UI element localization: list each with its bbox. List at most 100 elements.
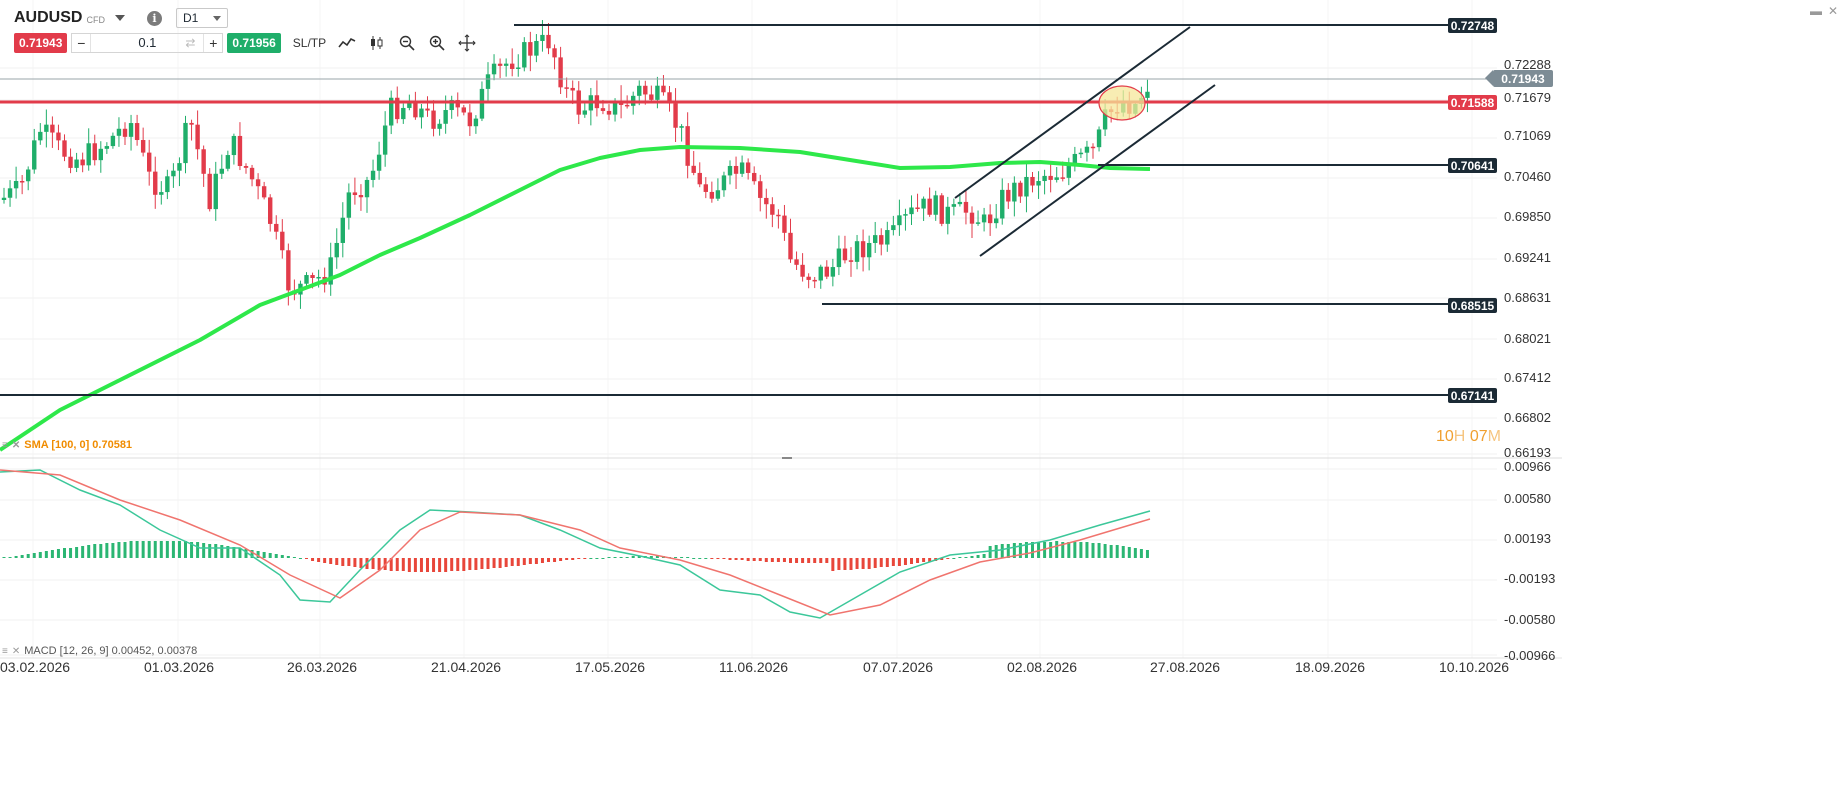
candle-body [159,192,164,195]
symbol-dropdown-chevron-down-icon[interactable] [114,15,125,21]
candle-body [776,214,781,217]
macd-histogram-bar [56,549,60,558]
sl-tp-button[interactable]: SL/TP [292,36,327,50]
candle-body [195,124,200,150]
candle-body [32,140,37,170]
candle-body [183,122,188,164]
candle-body [994,218,999,224]
candle-body [770,204,775,215]
candle-body [655,85,660,100]
macd-histogram-bar [710,558,714,559]
macd-histogram-bar [389,558,393,571]
candle-body [715,190,721,199]
candle-body [261,186,267,198]
candle-body [909,207,914,215]
candle-body [328,257,333,285]
info-icon[interactable]: i [146,10,162,26]
candle-body [268,197,273,224]
x-axis-label: 26.03.2026 [287,659,358,675]
candle-body [128,123,134,137]
zoom-out-icon[interactable] [398,34,416,52]
macd-histogram-bar [776,558,780,562]
candle-body [171,170,176,177]
candle-body [721,175,727,191]
candle-body [280,231,285,251]
close-icon[interactable]: ✕ [11,439,21,451]
symbol-name[interactable]: AUDUSD [14,9,83,26]
candle-body [147,152,152,172]
settings-icon[interactable]: ≡ [2,645,8,657]
candle-body [80,159,85,166]
y-axis-label: 0.69850 [1504,209,1551,224]
macd-histogram-bar [916,558,920,563]
crosshair-move-icon[interactable] [458,34,476,52]
candlestick-icon[interactable] [368,34,386,52]
buy-price-button[interactable]: 0.71956 [227,33,281,53]
macd-histogram-bar [450,558,454,571]
decrease-quantity-button[interactable]: − [77,35,86,51]
candle-body [286,250,291,291]
candle-body [606,110,612,115]
candle-body [1096,129,1102,148]
macd-histogram-bar [111,543,115,558]
macd-histogram-bar [910,558,913,564]
macd-histogram-bar [746,558,750,561]
price-tag-top-line: 0.72748 [1448,18,1497,33]
macd-histogram-bar [716,558,720,559]
macd-histogram-bar [801,558,805,563]
y-axis-label: 0.72288 [1504,57,1551,72]
sma-indicator-legend[interactable]: ≡ ✕ SMA [100, 0] 0.70581 [2,439,132,451]
candle-body [50,124,55,133]
candle-body [455,100,460,108]
candle-body [564,87,569,89]
macd-histogram-bar [1018,543,1022,558]
macd-histogram-bar [1079,542,1083,558]
quantity-input[interactable]: 0.1 ⇄ [90,34,205,52]
timeframe-select[interactable]: D1 [175,8,228,28]
candle-body [552,48,557,58]
refresh-icon[interactable]: ⇄ [185,36,196,50]
close-icon[interactable]: ✕ [11,645,21,657]
macd-histogram-bar [903,558,907,565]
macd-histogram-bar [583,558,587,559]
macd-histogram-bar [867,558,871,569]
line-chart-icon[interactable] [338,34,356,52]
candle-body [395,97,400,120]
countdown-hours-unit: H [1453,428,1466,445]
candle-body [340,217,345,243]
macd-histogram-bar [347,558,351,566]
close-button[interactable]: ✕ [1827,4,1838,18]
macd-histogram-bar [849,558,853,570]
countdown-minutes-unit: M [1487,428,1501,445]
macd-indicator-legend[interactable]: ≡ ✕ MACD [12, 26, 9] 0.00452, 0.00378 [2,645,197,657]
macd-histogram-bar [504,558,508,567]
candle-body [903,214,908,216]
macd-histogram-bar [468,558,472,570]
sell-price-button[interactable]: 0.71943 [14,33,68,53]
macd-histogram-bar [153,541,157,558]
x-axis-label: 17.05.2026 [575,659,646,675]
candle-body [62,140,67,157]
candle-body [612,100,618,115]
candle-body [957,201,963,205]
increase-quantity-button[interactable]: + [209,35,218,51]
candle-body [92,143,97,161]
quantity-stepper[interactable]: − 0.1 ⇄ + [71,33,224,53]
zoom-in-icon[interactable] [428,34,446,52]
candle-body [304,275,309,284]
candle-body [921,198,926,209]
candle-body [473,118,479,127]
minimize-button[interactable]: ▬ [1809,4,1822,18]
y-axis-label: 0.69241 [1504,250,1551,265]
settings-icon[interactable]: ≡ [2,439,8,451]
macd-histogram-bar [553,558,557,562]
macd-histogram-bar [335,558,339,565]
macd-histogram-bar [262,552,266,558]
candle-body [733,165,739,174]
candle-countdown: 10H 07M [1436,428,1501,446]
candle-body [854,241,860,262]
candle-body [479,88,485,119]
macd-histogram-bar [843,558,847,570]
macd-histogram-bar [123,542,127,558]
